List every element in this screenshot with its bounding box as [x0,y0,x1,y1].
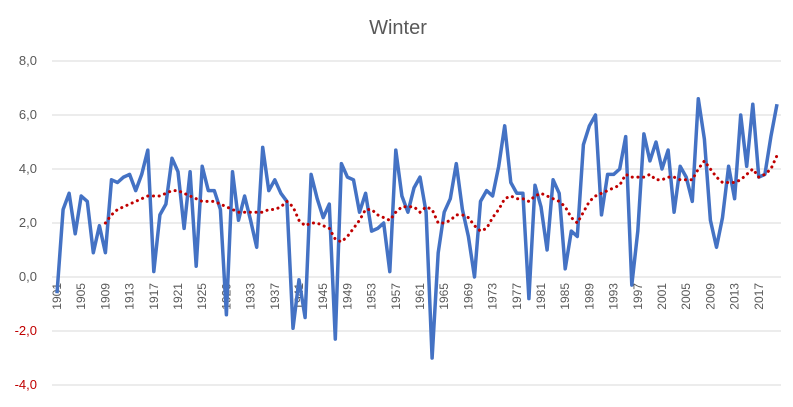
x-tick-label: 2017 [752,283,766,310]
x-tick-label: 1901 [50,283,64,310]
temperature-line-series [55,97,779,360]
x-tick-label: 1909 [98,283,112,310]
x-tick-label: 2013 [728,283,742,310]
x-tick-label: 1989 [582,283,596,310]
x-tick-label: 1997 [631,283,645,310]
y-tick-label: -4,0 [15,377,37,392]
x-tick-label: 1921 [171,283,185,310]
y-tick-label: 2,0 [19,215,37,230]
x-tick-label: 1957 [389,283,403,310]
x-tick-label: 1965 [437,283,451,310]
x-tick-label: 1945 [316,283,330,310]
x-tick-label: 2001 [655,283,669,310]
x-tick-label: 1985 [558,283,572,310]
x-axis-ticks: 1901 1905 1909 1913 1917 1921 1925 1929 1933 1937… [50,283,766,310]
x-tick-label: 1993 [607,283,621,310]
x-tick-label: 2005 [679,283,693,310]
series-layer [55,97,779,360]
y-tick-label: 4,0 [19,161,37,176]
gridlines [52,60,781,386]
x-tick-label: 1973 [486,283,500,310]
x-tick-label: 1905 [74,283,88,310]
x-tick-label: 1937 [268,283,282,310]
x-tick-label: 1961 [413,283,427,310]
y-tick-label: 6,0 [19,107,37,122]
x-tick-label: 1969 [461,283,475,310]
y-tick-label: -2,0 [15,323,37,338]
x-tick-label: 1953 [365,283,379,310]
x-tick-label: 1949 [340,283,354,310]
chart-title: Winter [369,17,427,39]
trend-line-series [103,154,779,244]
x-tick-label: 1917 [147,283,161,310]
x-tick-label: 1933 [244,283,258,310]
y-tick-label: 0,0 [19,269,37,284]
x-tick-label: 2009 [703,283,717,310]
x-tick-label: 1925 [195,283,209,310]
y-tick-label: 8,0 [19,53,37,68]
x-tick-label: 1977 [510,283,524,310]
x-tick-label: 1913 [123,283,137,310]
x-tick-label: 1981 [534,283,548,310]
y-axis-ticks: 8,0 6,0 4,0 2,0 0,0 -2,0 -4,0 [15,53,37,392]
